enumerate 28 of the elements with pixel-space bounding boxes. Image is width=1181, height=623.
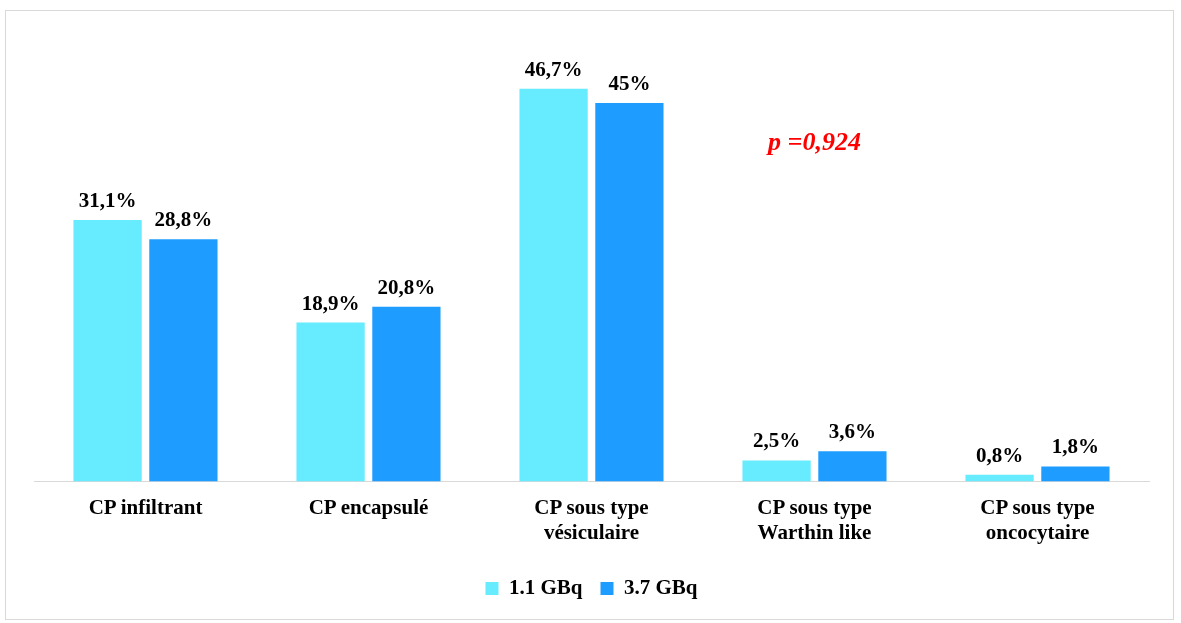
bar [372, 306, 441, 482]
data-label: 1,8% [1051, 434, 1100, 459]
data-label: 20,8% [377, 274, 436, 299]
x-tick-label: CP sous type vésiculaire [534, 494, 649, 544]
data-label: 0,8% [975, 442, 1024, 467]
x-tick-label: CP sous type Warthin like [757, 494, 872, 544]
annotation: p =0,924 [766, 126, 861, 156]
x-tick-label: CP sous type oncocytaire [980, 494, 1095, 544]
data-label: 18,9% [301, 290, 360, 315]
data-label: 2,5% [752, 428, 801, 453]
data-label: 46,7% [524, 56, 583, 81]
legend-label: 1.1 GBq [508, 574, 583, 599]
bar [965, 474, 1034, 482]
legend-label: 3.7 GBq [624, 574, 698, 599]
x-tick-label: CP encapsulé [308, 494, 429, 519]
bar [73, 219, 142, 482]
bar [1041, 466, 1110, 482]
data-label: 28,8% [154, 207, 213, 232]
data-label: 45% [608, 70, 651, 95]
bar [595, 103, 664, 482]
bar [519, 88, 588, 482]
data-label: 31,1% [78, 187, 137, 212]
bar [296, 322, 365, 482]
data-label: 3,6% [828, 419, 877, 444]
bar [742, 460, 811, 482]
bar [818, 451, 887, 482]
bar [149, 239, 218, 482]
x-tick-label: CP infiltrant [88, 494, 203, 519]
